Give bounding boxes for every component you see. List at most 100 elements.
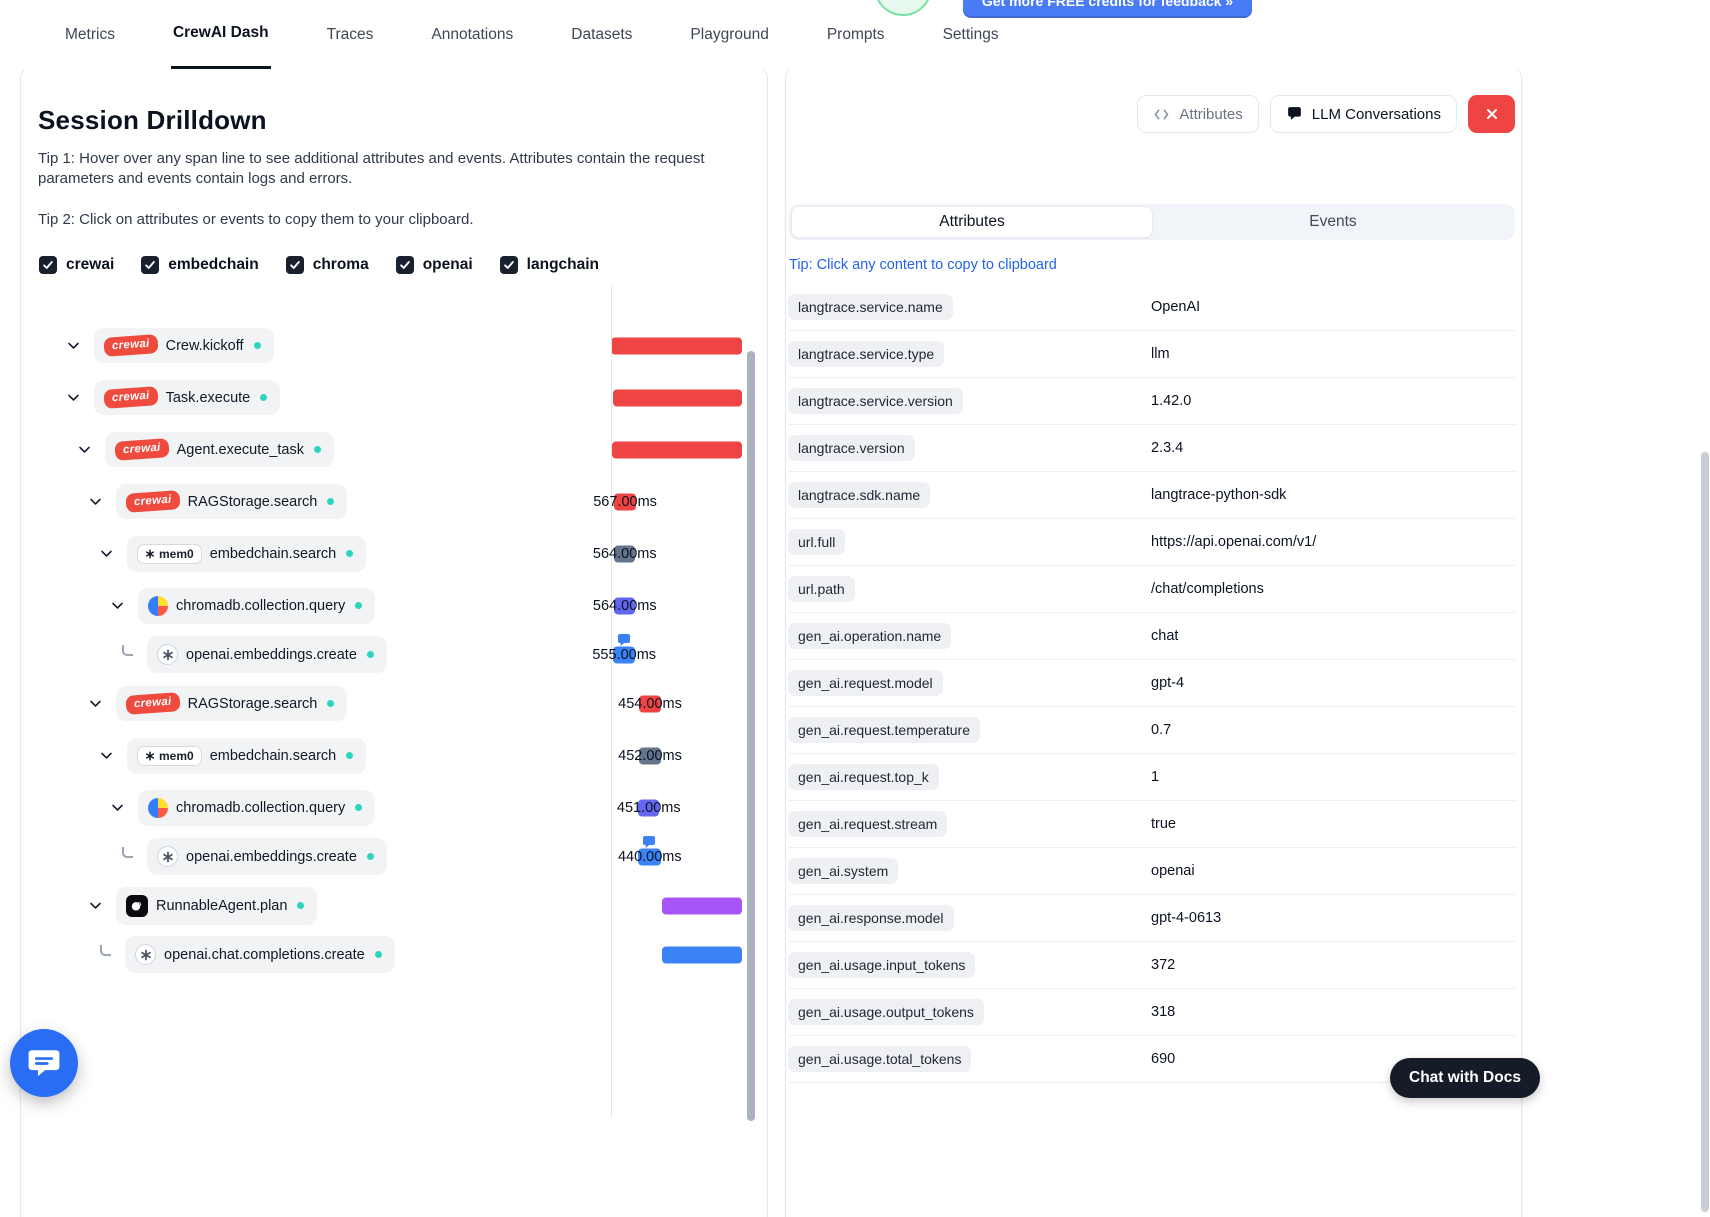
attribute-key[interactable]: gen_ai.usage.input_tokens <box>788 952 976 978</box>
attribute-value[interactable]: /chat/completions <box>1151 581 1264 597</box>
attribute-key[interactable]: gen_ai.usage.output_tokens <box>788 999 984 1025</box>
attribute-row[interactable]: langtrace.service.version 1.42.0 <box>788 378 1515 425</box>
attribute-key[interactable]: gen_ai.response.model <box>788 905 954 931</box>
span-bar[interactable] <box>638 695 662 713</box>
tab-annotations[interactable]: Annotations <box>431 25 514 43</box>
attribute-key[interactable]: langtrace.version <box>788 435 915 461</box>
span-row[interactable]: crewai Crew.kickoff <box>21 320 767 372</box>
span-row[interactable]: mem0 embedchain.search 564.00ms <box>21 528 767 580</box>
span-row[interactable]: mem0 embedchain.search 452.00ms <box>21 730 767 782</box>
span-bar[interactable] <box>614 597 636 615</box>
filter-embedchain[interactable]: embedchain <box>141 255 259 274</box>
tab-playground[interactable]: Playground <box>690 25 769 43</box>
span-row[interactable]: openai.chat.completions.create <box>21 932 767 978</box>
tab-traces[interactable]: Traces <box>326 25 374 43</box>
span-bar[interactable] <box>614 545 636 563</box>
chevron-down-icon[interactable] <box>76 442 92 458</box>
tab-prompts[interactable]: Prompts <box>826 25 885 43</box>
attribute-row[interactable]: gen_ai.request.top_k 1 <box>788 754 1515 801</box>
attribute-value[interactable]: 690 <box>1151 1051 1176 1067</box>
span-label-chip[interactable]: crewai Agent.execute_task <box>105 432 334 468</box>
span-bar[interactable] <box>662 946 743 964</box>
attribute-key[interactable]: url.path <box>788 576 855 602</box>
attribute-value[interactable]: 1.42.0 <box>1151 393 1192 409</box>
span-label-chip[interactable]: openai.chat.completions.create <box>125 936 395 974</box>
attribute-key[interactable]: gen_ai.operation.name <box>788 623 952 649</box>
attribute-key[interactable]: gen_ai.request.temperature <box>788 717 980 743</box>
attribute-value[interactable]: chat <box>1151 628 1179 644</box>
span-label-chip[interactable]: crewai Crew.kickoff <box>94 328 274 364</box>
attributes-button[interactable]: Attributes <box>1137 95 1259 133</box>
attribute-value[interactable]: OpenAI <box>1151 299 1201 315</box>
page-scrollbar[interactable] <box>1701 452 1709 1212</box>
filter-chroma[interactable]: chroma <box>285 255 369 274</box>
attribute-key[interactable]: gen_ai.system <box>788 858 899 884</box>
checkbox-icon[interactable] <box>285 255 304 274</box>
attribute-row[interactable]: url.path/chat/completions <box>788 566 1515 613</box>
attribute-value[interactable]: openai <box>1151 863 1195 879</box>
span-bar[interactable] <box>613 389 742 407</box>
checkbox-icon[interactable] <box>395 255 414 274</box>
checkbox-icon[interactable] <box>499 255 518 274</box>
attribute-row[interactable]: gen_ai.request.stream true <box>788 801 1515 848</box>
span-label-chip[interactable]: crewai RAGStorage.search <box>116 686 348 722</box>
checkbox-icon[interactable] <box>141 255 160 274</box>
attribute-key[interactable]: langtrace.service.name <box>788 294 953 320</box>
credits-button[interactable]: Get more FREE credits for feedback » <box>963 0 1252 18</box>
span-row[interactable]: chromadb.collection.query 564.00ms <box>21 580 767 632</box>
chevron-down-icon[interactable] <box>98 546 114 562</box>
span-row[interactable]: crewai RAGStorage.search 567.00ms <box>21 476 767 528</box>
attribute-row[interactable]: langtrace.version 2.3.4 <box>788 425 1515 472</box>
tab-events[interactable]: Events <box>1309 213 1357 230</box>
attribute-key[interactable]: url.full <box>788 529 846 555</box>
span-bar[interactable] <box>613 646 636 664</box>
attribute-key[interactable]: langtrace.service.type <box>788 341 945 367</box>
attribute-key[interactable]: gen_ai.request.stream <box>788 811 948 837</box>
attribute-value[interactable]: true <box>1151 816 1176 832</box>
span-label-chip[interactable]: crewai Task.execute <box>94 380 281 416</box>
attribute-value[interactable]: 2.3.4 <box>1151 440 1184 456</box>
attribute-row[interactable]: url.full https://api.openai.com/v1/ <box>788 519 1515 566</box>
span-bar[interactable] <box>614 493 637 511</box>
tab-metrics[interactable]: Metrics <box>65 25 115 43</box>
attribute-value[interactable]: https://api.openai.com/v1/ <box>1151 534 1317 550</box>
chat-with-docs-button[interactable]: Chat with Docs <box>1390 1058 1540 1098</box>
attribute-value[interactable]: 0.7 <box>1151 722 1172 738</box>
attribute-value[interactable]: gpt-4 <box>1151 675 1185 691</box>
span-label-chip[interactable]: crewai RAGStorage.search <box>116 484 348 520</box>
span-label-chip[interactable]: mem0 embedchain.search <box>127 535 367 572</box>
span-label-chip[interactable]: chromadb.collection.query <box>138 789 376 826</box>
chevron-down-icon[interactable] <box>109 598 125 614</box>
span-label-chip[interactable]: mem0 embedchain.search <box>127 737 367 774</box>
attribute-key[interactable]: langtrace.service.version <box>788 388 963 414</box>
chevron-down-icon[interactable] <box>87 696 103 712</box>
span-bar[interactable] <box>638 848 662 866</box>
checkbox-icon[interactable] <box>39 255 57 274</box>
waterfall-scrollbar[interactable] <box>747 351 755 1121</box>
attribute-row[interactable]: gen_ai.operation.name chat <box>788 613 1515 660</box>
attribute-row[interactable]: gen_ai.usage.total_tokens 690 <box>788 1036 1515 1083</box>
span-bar[interactable] <box>638 799 660 817</box>
tab-attributes[interactable]: Attributes <box>791 206 1153 238</box>
span-bar[interactable] <box>662 897 743 915</box>
span-label-chip[interactable]: openai.embeddings.create <box>147 838 387 876</box>
span-row[interactable]: crewai RAGStorage.search 454.00ms <box>21 678 767 730</box>
span-label-chip[interactable]: RunnableAgent.plan <box>116 886 318 925</box>
llm-conversations-button[interactable]: LLM Conversations <box>1269 95 1457 133</box>
attribute-value[interactable]: gpt-4-0613 <box>1151 910 1222 926</box>
span-row[interactable]: RunnableAgent.plan <box>21 880 767 932</box>
attribute-key[interactable]: langtrace.sdk.name <box>788 482 931 508</box>
span-row[interactable]: openai.embeddings.create 440.00ms <box>21 834 767 880</box>
span-row[interactable]: crewai Agent.execute_task <box>21 424 767 476</box>
attribute-row[interactable]: gen_ai.request.temperature 0.7 <box>788 707 1515 754</box>
span-row[interactable]: openai.embeddings.create 555.00ms <box>21 632 767 678</box>
attribute-value[interactable]: 372 <box>1151 957 1176 973</box>
span-row[interactable]: crewai Task.execute <box>21 372 767 424</box>
attribute-row[interactable]: gen_ai.system openai <box>788 848 1515 895</box>
attribute-value[interactable]: 318 <box>1151 1004 1176 1020</box>
attribute-row[interactable]: langtrace.service.type llm <box>788 331 1515 378</box>
chevron-down-icon[interactable] <box>98 748 114 764</box>
span-label-chip[interactable]: openai.embeddings.create <box>147 636 387 674</box>
chevron-down-icon[interactable] <box>65 390 81 406</box>
chevron-down-icon[interactable] <box>65 338 81 354</box>
